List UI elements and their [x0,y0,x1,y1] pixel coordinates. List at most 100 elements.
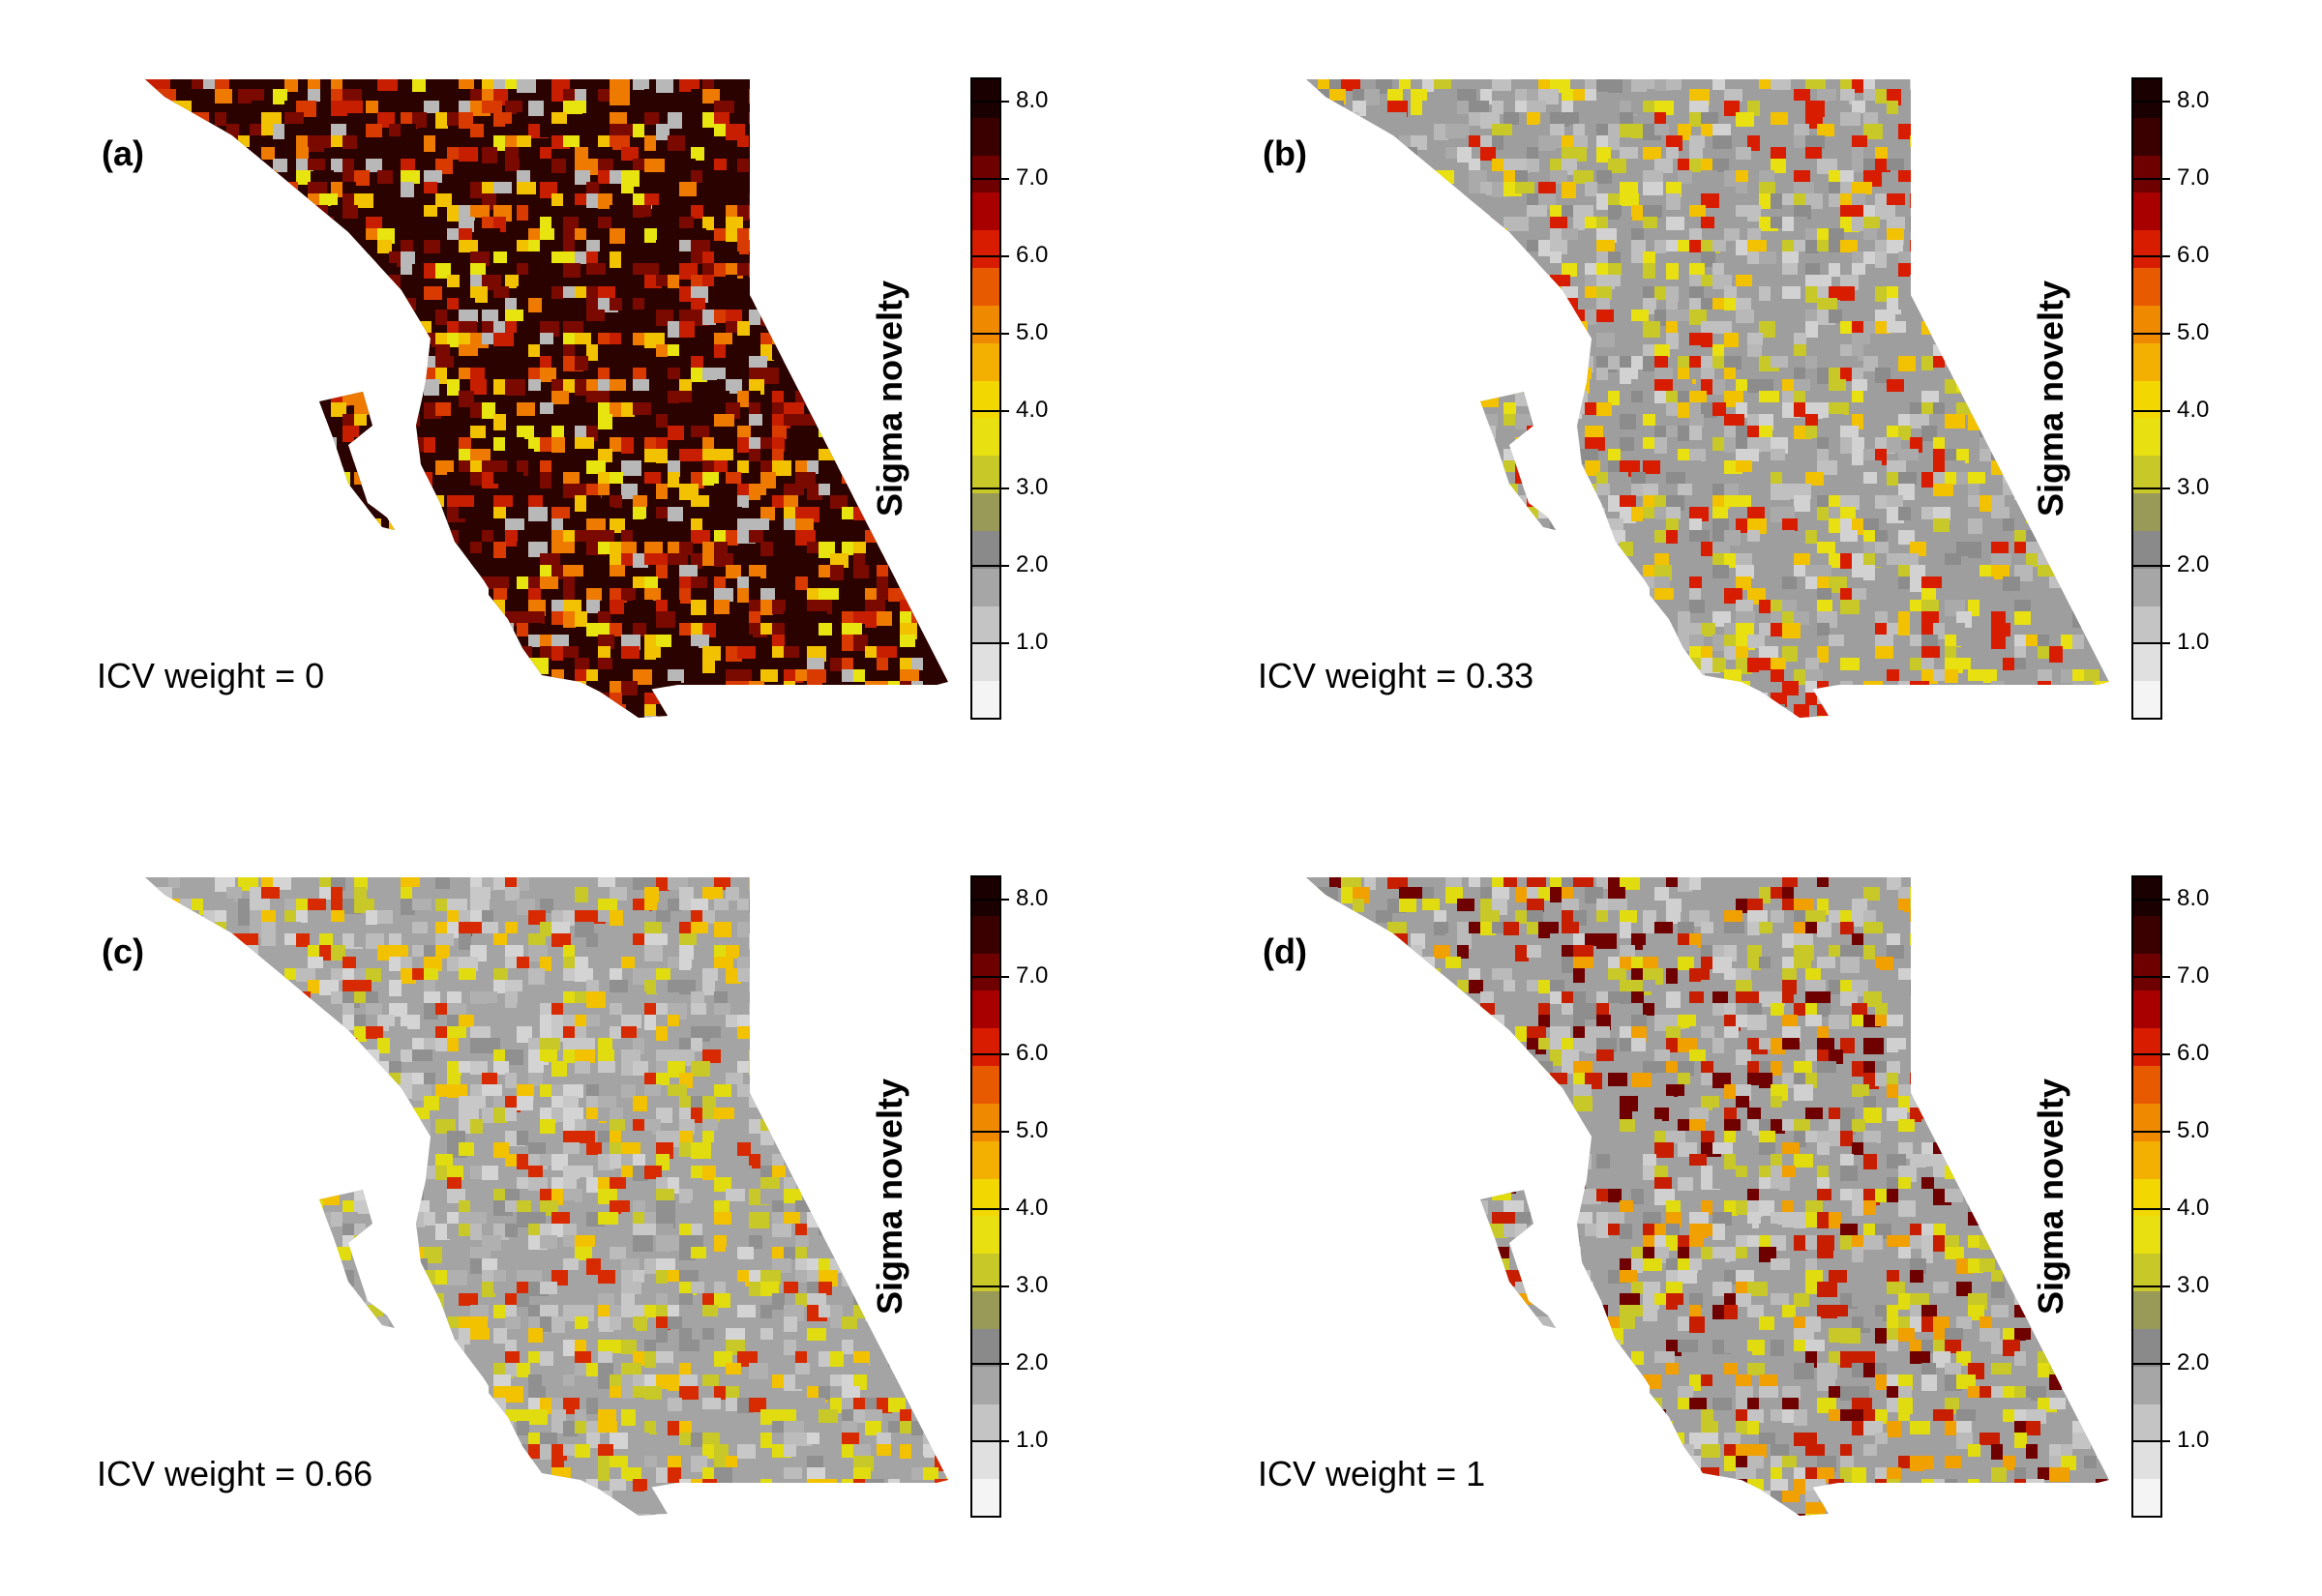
colorbar-segment [2133,1253,2160,1292]
colorbar-segment [972,1327,999,1367]
colorbar-segment [972,567,999,606]
colorbar-tick-label: 2.0 [1016,1349,1049,1375]
colorbar-tick [1001,899,1009,901]
colorbar-segment [972,605,999,644]
colorbar-tick [970,1363,1001,1365]
colorbar-tick [2131,899,2162,901]
colorbar-segment [2133,1440,2160,1480]
colorbar-segment [972,492,999,531]
colorbar-tick-label: 1.0 [1016,1427,1049,1453]
colorbar-title: Sigma novelty [870,280,909,517]
icv-weight-caption: ICV weight = 0.66 [97,1454,373,1493]
colorbar-tick [970,333,1001,335]
colorbar-segment [972,192,999,231]
colorbar-tick-label: 4.0 [1016,1195,1049,1221]
colorbar-segment [972,455,999,494]
colorbar-segment [2133,952,2160,991]
colorbar-tick [2131,1286,2162,1287]
colorbar-segment [972,417,999,457]
colorbar-segment [2133,341,2160,381]
colorbar-tick [2131,1208,2162,1210]
colorbar-segment [2133,229,2160,269]
colorbar-segment [2133,990,2160,1029]
colorbar-tick [2131,178,2162,180]
colorbar-tick [1001,1053,1009,1055]
map-panel: (a) ICV weight = 0 1.0 2.0 3.0 4.0 5.0 6.0 7.0 8.… [0,0,1161,798]
colorbar-tick [1001,1440,1009,1442]
colorbar-segment [2133,1403,2160,1442]
colorbar-segment [2133,379,2160,419]
colorbar [970,875,1001,1518]
colorbar-tick [1001,178,1009,180]
colorbar-tick-label: 6.0 [1016,1040,1049,1066]
colorbar-tick-label: 3.0 [1016,1272,1049,1298]
colorbar-segment [2133,1365,2160,1404]
colorbar-tick [2162,642,2170,644]
colorbar-tick [2162,1131,2170,1133]
colorbar-segment [972,1440,999,1480]
colorbar-tick [2162,178,2170,180]
colorbar-segment [2133,1478,2160,1516]
colorbar-segment [2133,1065,2160,1104]
colorbar-tick-label: 4.0 [2177,397,2210,423]
colorbar-segment [2133,79,2160,118]
colorbar-tick [1001,976,1009,978]
colorbar-segment [972,154,999,193]
panel-letter: (c) [102,931,144,971]
colorbar-tick-label: 4.0 [1016,397,1049,423]
colorbar-tick [970,178,1001,180]
colorbar-segment [2133,116,2160,156]
colorbar-segment [2133,492,2160,531]
colorbar-segment [972,1139,999,1179]
colorbar-segment [972,267,999,306]
colorbar-tick [970,976,1001,978]
colorbar-segment [2133,1102,2160,1141]
colorbar-tick [970,1053,1001,1055]
colorbar-segment [2133,1027,2160,1067]
colorbar-segment [2133,680,2160,718]
colorbar-tick-label: 5.0 [1016,319,1049,345]
colorbar-tick-label: 6.0 [2177,242,2210,268]
colorbar-segment [972,1065,999,1104]
colorbar-segment [972,990,999,1029]
colorbar-tick [970,1440,1001,1442]
colorbar-tick [970,1208,1001,1210]
map-panel: (b) ICV weight = 0.33 1.0 2.0 3.0 4.0 5.0 6.0 7.… [1161,0,2322,798]
colorbar-tick [2131,976,2162,978]
colorbar-segment [972,529,999,569]
map-panel: (d) ICV weight = 1 1.0 2.0 3.0 4.0 5.0 6.0 7.0 8.… [1161,798,2322,1596]
colorbar-tick [2131,642,2162,644]
colorbar-segment [972,680,999,718]
colorbar-segment [972,914,999,954]
colorbar-tick [2131,101,2162,103]
colorbar-segment [972,952,999,991]
colorbar-tick [2162,1363,2170,1365]
colorbar-tick-label: 6.0 [2177,1040,2210,1066]
colorbar-tick-label: 7.0 [1016,962,1049,989]
colorbar-segment [2133,529,2160,569]
colorbar-tick [2162,565,2170,567]
colorbar-segment [2133,1139,2160,1179]
colorbar-segment [972,379,999,419]
novelty-map [145,79,948,718]
colorbar-segment [972,1290,999,1329]
colorbar-segment [972,1027,999,1067]
colorbar-tick [2162,333,2170,335]
colorbar-tick-label: 7.0 [2177,164,2210,191]
colorbar-tick [2162,1286,2170,1287]
map-panel: (c) ICV weight = 0.66 1.0 2.0 3.0 4.0 5.0 6.0 7.… [0,798,1161,1596]
colorbar-tick-label: 4.0 [2177,1195,2210,1221]
colorbar-tick [2162,488,2170,489]
colorbar-tick-label: 5.0 [1016,1117,1049,1143]
colorbar-segment [2133,417,2160,457]
panel-letter: (a) [102,133,144,173]
colorbar-tick [2131,333,2162,335]
colorbar-tick [2162,101,2170,103]
colorbar-tick [2131,410,2162,412]
colorbar-segment [2133,1327,2160,1367]
colorbar-tick-label: 3.0 [1016,474,1049,500]
colorbar-tick [1001,642,1009,644]
colorbar-tick-label: 2.0 [1016,551,1049,577]
colorbar-segment [972,1478,999,1516]
colorbar-tick [2162,1440,2170,1442]
